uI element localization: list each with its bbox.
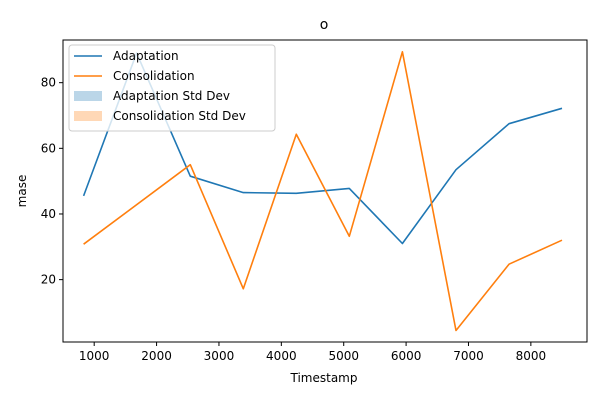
x-tick-label: 8000 xyxy=(516,349,547,363)
series-line-consolidation xyxy=(83,50,563,332)
y-tick-label: 60 xyxy=(41,141,56,155)
legend-swatch-consolidation-std-dev xyxy=(74,111,102,121)
legend-swatch-adaptation-std-dev xyxy=(74,91,102,101)
chart-title: o xyxy=(320,17,329,33)
plot-area xyxy=(62,39,588,343)
x-tick-label: 1000 xyxy=(79,349,110,363)
y-axis-ticks: 20 40 60 80 xyxy=(41,76,63,287)
x-tick-label: 6000 xyxy=(391,349,422,363)
x-tick-label: 3000 xyxy=(204,349,235,363)
x-tick-label: 7000 xyxy=(453,349,484,363)
y-axis-label: mase xyxy=(15,175,29,208)
y-tick-label: 20 xyxy=(41,273,56,287)
y-tick-label: 80 xyxy=(41,76,56,90)
legend-label-adaptation: Adaptation xyxy=(113,49,179,63)
legend-box xyxy=(68,44,276,132)
x-tick-label: 2000 xyxy=(141,349,172,363)
x-tick-label: 5000 xyxy=(328,349,359,363)
x-axis-label: Timestamp xyxy=(290,371,358,385)
x-axis-ticks: 1000 2000 3000 4000 5000 6000 7000 8000 xyxy=(79,342,546,363)
legend-label-consolidation-std-dev: Consolidation Std Dev xyxy=(113,109,246,123)
plot-frame xyxy=(62,39,588,343)
legend: Adaptation Consolidation Adaptation Std De… xyxy=(68,44,276,132)
y-tick-label: 40 xyxy=(41,207,56,221)
legend-label-adaptation-std-dev: Adaptation Std Dev xyxy=(113,89,230,103)
legend-label-consolidation: Consolidation xyxy=(113,69,195,83)
x-tick-label: 4000 xyxy=(266,349,297,363)
